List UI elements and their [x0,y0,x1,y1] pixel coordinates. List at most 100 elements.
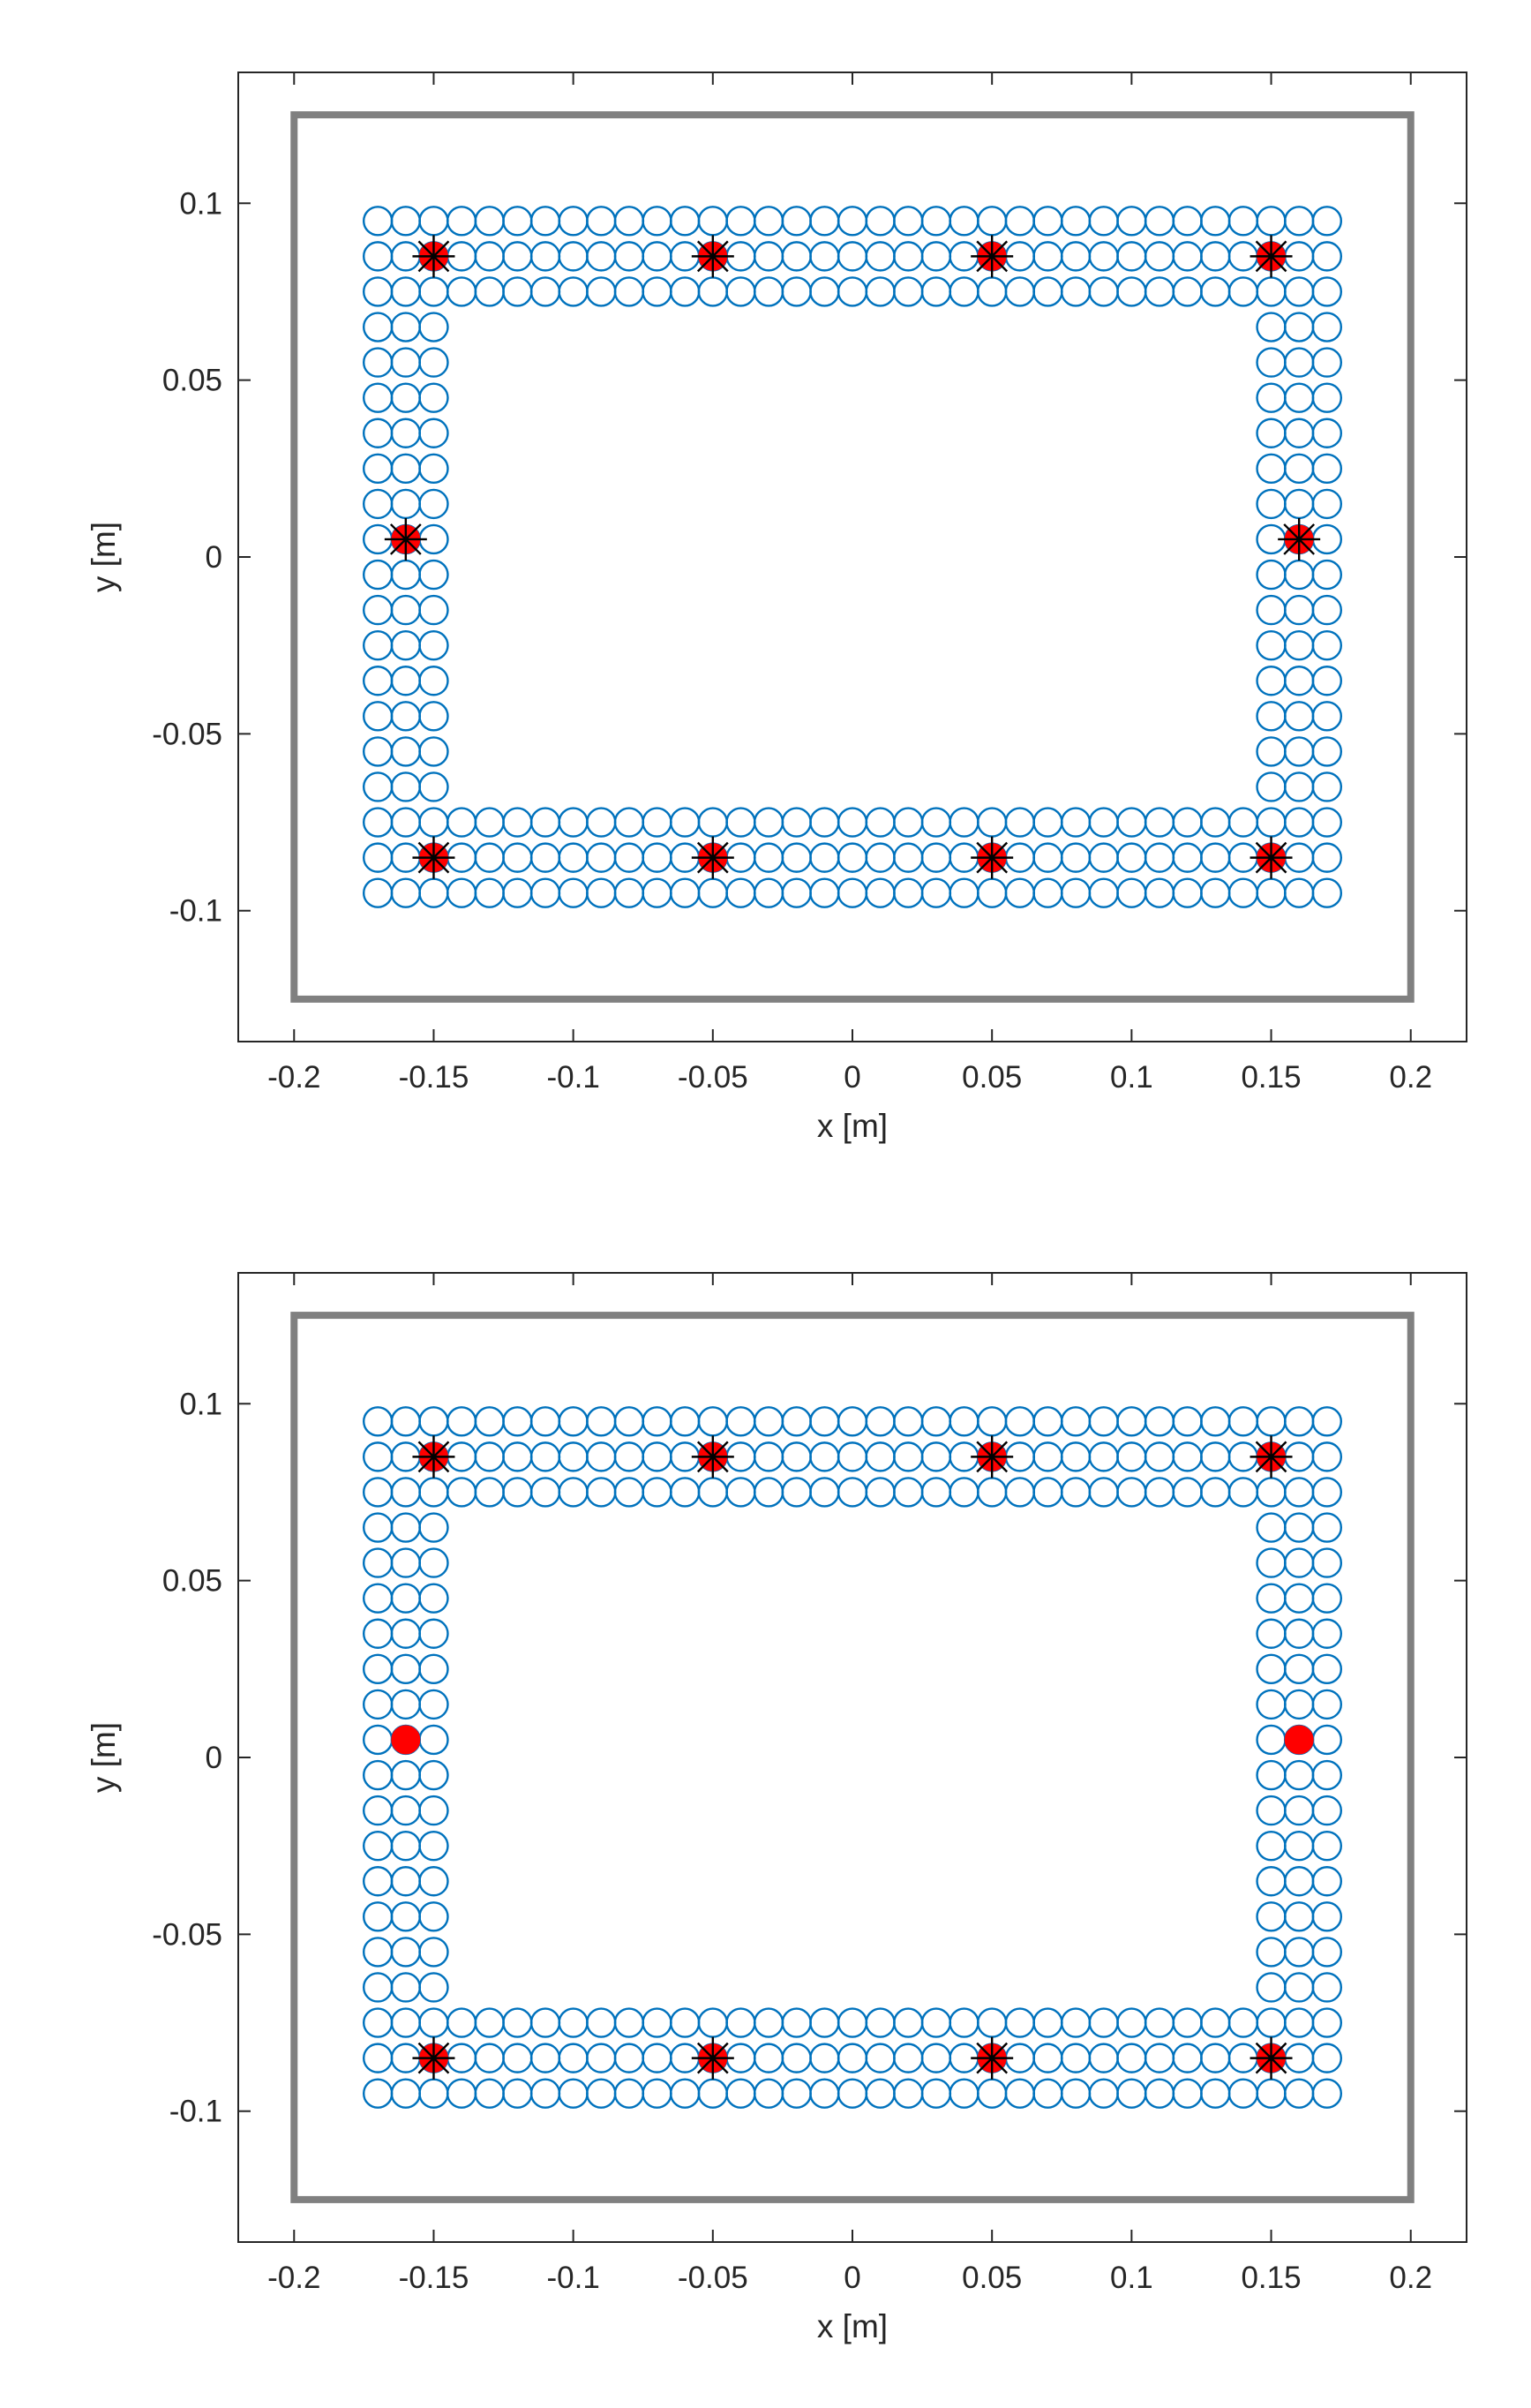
x-tick-label: 0 [844,1060,860,1095]
y-tick-label: -0.05 [152,1917,222,1952]
x-tick-label: -0.15 [399,2261,469,2295]
candidate-point [418,559,449,591]
star-marker [384,517,427,561]
candidate-point [1311,1583,1343,1614]
source-point [391,1725,421,1755]
candidate-point [418,736,449,767]
candidate-point [418,771,449,802]
candidate-point [1311,418,1343,448]
candidate-point [1311,736,1343,767]
candidate-point [418,1653,449,1685]
star-marker [971,2036,1014,2080]
star-marker [691,836,734,879]
candidate-point [418,1830,449,1862]
x-tick-label: -0.05 [678,2261,748,2295]
candidate-point [1311,1795,1343,1826]
candidate-point [418,1689,449,1720]
star-marker [971,235,1014,278]
x-tick-label: -0.2 [267,1060,320,1095]
y-tick-label: -0.05 [152,717,222,751]
candidate-point [1311,842,1343,873]
candidate-point [1311,559,1343,591]
x-tick-label: -0.1 [546,2261,599,2295]
candidate-point [1311,312,1343,342]
source-point [1284,1725,1314,1755]
x-tick-label: 0.15 [1241,1060,1301,1095]
x-tick-label: -0.1 [546,1060,599,1095]
y-tick-label: 0 [206,540,222,575]
x-tick-label: 0.05 [962,1060,1022,1095]
x-axis-label: x [m] [817,1108,888,1144]
star-marker [971,836,1014,879]
candidate-point [1311,1618,1343,1649]
y-tick-label: 0.1 [179,186,222,221]
star-marker [971,1435,1014,1479]
x-tick-label: -0.2 [267,2261,320,2295]
candidate-point [418,594,449,626]
candidate-point [1311,1406,1343,1437]
x-tick-label: 0.15 [1241,2261,1301,2295]
y-tick-label: 0 [206,1741,222,1775]
candidate-point [418,453,449,485]
candidate-point [418,1866,449,1897]
x-tick-label: 0.2 [1389,1060,1432,1095]
candidate-point [1311,666,1343,696]
candidate-point [418,666,449,696]
x-tick-label: -0.05 [678,1060,748,1095]
candidate-point [1311,877,1343,908]
star-marker [691,2036,734,2080]
candidate-point [1311,1972,1343,2003]
x-tick-label: 0.1 [1110,1060,1153,1095]
candidate-point [418,1937,449,1968]
candidate-point [418,488,449,520]
star-marker [412,235,455,278]
y-tick-label: -0.1 [169,2095,222,2129]
y-axis-label: y [m] [86,522,122,592]
candidate-point [1311,807,1343,838]
candidate-point [418,1547,449,1578]
plot-panel-top: -0.2 -0.15 -0.1 -0.05 0 0.05 0.1 0.15 0.2 -0.1 -0.… [86,71,1467,1144]
candidate-point [418,1759,449,1791]
star-marker [412,2036,455,2080]
candidate-point [418,1901,449,1932]
candidate-point [1311,382,1343,413]
candidate-point [418,1795,449,1826]
y-tick-label: 0.05 [162,1564,222,1599]
candidate-point [1311,1547,1343,1578]
candidate-point [418,418,449,448]
candidate-point [1311,771,1343,802]
candidate-point [418,1583,449,1614]
room-boundary [290,111,1415,1003]
candidate-point [1311,2043,1343,2073]
candidate-point [1311,347,1343,378]
candidate-point [1311,1937,1343,1968]
candidate-point [418,1512,449,1543]
candidate-point [418,1972,449,2003]
x-tick-label: 0.2 [1389,2261,1432,2295]
star-marker [691,235,734,278]
star-marker [1278,517,1321,561]
star-marker [412,1435,455,1479]
candidate-point [418,382,449,413]
candidate-point [1311,629,1343,661]
candidate-point [1311,1477,1343,1508]
y-tick-label: 0.05 [162,364,222,398]
star-marker [412,836,455,879]
y-axis-label: y [m] [86,1722,122,1793]
plot-panel-bottom: -0.2 -0.15 -0.1 -0.05 0 0.05 0.1 0.15 0.2 -0.1 -0.… [86,1272,1467,2344]
candidate-point [1311,1653,1343,1685]
x-tick-label: 0.1 [1110,2261,1153,2295]
star-marker [1250,2036,1293,2080]
candidate-point [1311,1830,1343,1862]
x-tick-label: 0 [844,2261,860,2295]
candidate-point [418,1618,449,1649]
candidate-point [1311,1512,1343,1543]
axes-box [237,71,1467,1042]
star-marker [1250,836,1293,879]
candidate-point [418,629,449,661]
candidate-point [1311,594,1343,626]
star-marker [691,1435,734,1479]
y-tick-label: 0.1 [179,1387,222,1421]
candidate-point [1311,276,1343,307]
